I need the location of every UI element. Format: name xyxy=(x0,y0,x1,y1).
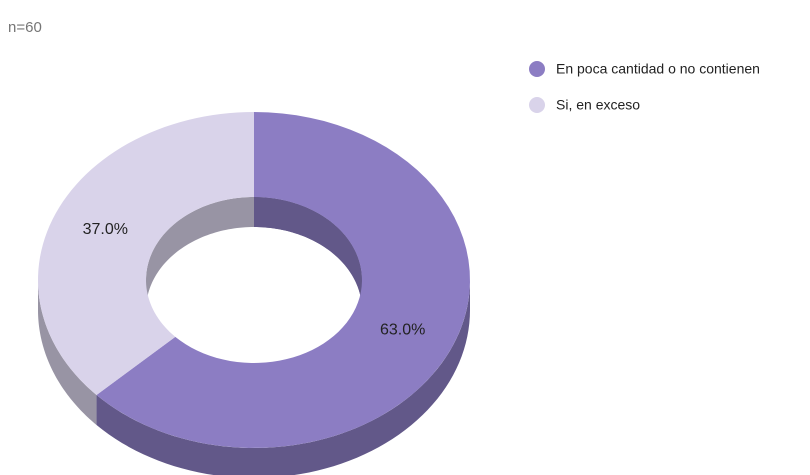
subtitle: n=60 xyxy=(8,19,42,36)
slice-outer-side xyxy=(38,280,97,426)
slice xyxy=(96,112,470,448)
legend-label: Si, en exceso xyxy=(556,97,640,113)
legend-swatch xyxy=(529,97,545,113)
slice-inner-side xyxy=(254,197,362,310)
slice-outer-side xyxy=(96,280,470,475)
legend-label: En poca cantidad o no contienen xyxy=(556,61,760,77)
slice-inner-side xyxy=(146,197,254,310)
value-label: 37.0% xyxy=(83,221,128,238)
value-label: 63.0% xyxy=(380,321,425,338)
legend-swatch xyxy=(529,61,545,77)
slice xyxy=(38,112,254,396)
